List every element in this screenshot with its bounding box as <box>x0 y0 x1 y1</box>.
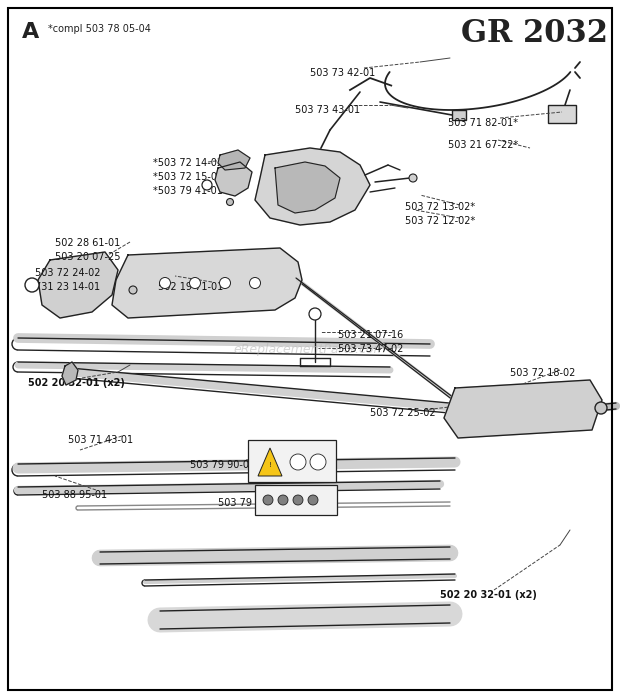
Text: *503 79 41-01: *503 79 41-01 <box>153 186 223 196</box>
Bar <box>255 485 337 515</box>
Text: 503 21 67-22*: 503 21 67-22* <box>448 140 518 150</box>
Text: 502 20 32-01 (x2): 502 20 32-01 (x2) <box>440 590 537 600</box>
Text: 503 73 43-01: 503 73 43-01 <box>295 105 360 115</box>
Circle shape <box>310 454 326 470</box>
Text: 503 72 13-02*: 503 72 13-02* <box>405 202 475 212</box>
Text: 502 20 32-01 (x2): 502 20 32-01 (x2) <box>28 378 125 388</box>
Polygon shape <box>255 148 370 225</box>
Bar <box>248 440 336 482</box>
Text: GR 2032: GR 2032 <box>461 18 608 49</box>
Polygon shape <box>112 248 302 318</box>
Circle shape <box>263 495 273 505</box>
Circle shape <box>25 278 39 292</box>
Text: 503 79 90-01: 503 79 90-01 <box>190 460 255 470</box>
Text: 503 73 47-02: 503 73 47-02 <box>338 344 404 354</box>
Circle shape <box>308 495 318 505</box>
Circle shape <box>202 180 212 190</box>
Text: 502 28 61-01: 502 28 61-01 <box>55 238 120 248</box>
Text: 503 71 82-01*: 503 71 82-01* <box>448 118 518 128</box>
Circle shape <box>129 286 137 294</box>
Bar <box>452 110 466 120</box>
Circle shape <box>595 402 607 414</box>
Circle shape <box>290 454 306 470</box>
Circle shape <box>293 495 303 505</box>
Circle shape <box>309 308 321 320</box>
Text: *503 72 15-02: *503 72 15-02 <box>153 172 223 182</box>
Circle shape <box>409 174 417 182</box>
Polygon shape <box>218 150 250 170</box>
Text: 503 79 56-01: 503 79 56-01 <box>218 498 283 508</box>
Text: 503 88 95-01: 503 88 95-01 <box>42 490 107 500</box>
Text: 503 72 24-02: 503 72 24-02 <box>35 268 100 278</box>
Text: A: A <box>22 22 39 42</box>
Text: *503 72 14-02: *503 72 14-02 <box>153 158 223 168</box>
Text: 503 20 07-25: 503 20 07-25 <box>55 252 120 262</box>
Text: !: ! <box>268 462 272 468</box>
Text: eReplacementParts.com: eReplacementParts.com <box>234 343 386 355</box>
Circle shape <box>249 278 260 288</box>
Polygon shape <box>62 362 78 385</box>
Text: 503 71 43-01: 503 71 43-01 <box>68 435 133 445</box>
Polygon shape <box>38 252 118 318</box>
Text: 503 72 18-02: 503 72 18-02 <box>510 368 575 378</box>
Text: 503 73 42-01: 503 73 42-01 <box>310 68 375 78</box>
Text: 731 23 14-01: 731 23 14-01 <box>35 282 100 292</box>
Circle shape <box>219 278 231 288</box>
Circle shape <box>226 198 234 205</box>
Circle shape <box>190 278 200 288</box>
Text: *compl 503 78 05-04: *compl 503 78 05-04 <box>48 24 151 34</box>
Polygon shape <box>215 162 252 196</box>
Bar <box>548 105 576 123</box>
Text: 503 72 12-02*: 503 72 12-02* <box>405 216 476 226</box>
Circle shape <box>159 278 170 288</box>
Text: 503 72 25-02: 503 72 25-02 <box>370 408 436 418</box>
Polygon shape <box>275 162 340 213</box>
Circle shape <box>278 495 288 505</box>
Polygon shape <box>444 380 602 438</box>
Text: 502 19 71-01: 502 19 71-01 <box>158 282 223 292</box>
Text: 503 21 07-16: 503 21 07-16 <box>338 330 403 340</box>
Polygon shape <box>258 448 282 476</box>
